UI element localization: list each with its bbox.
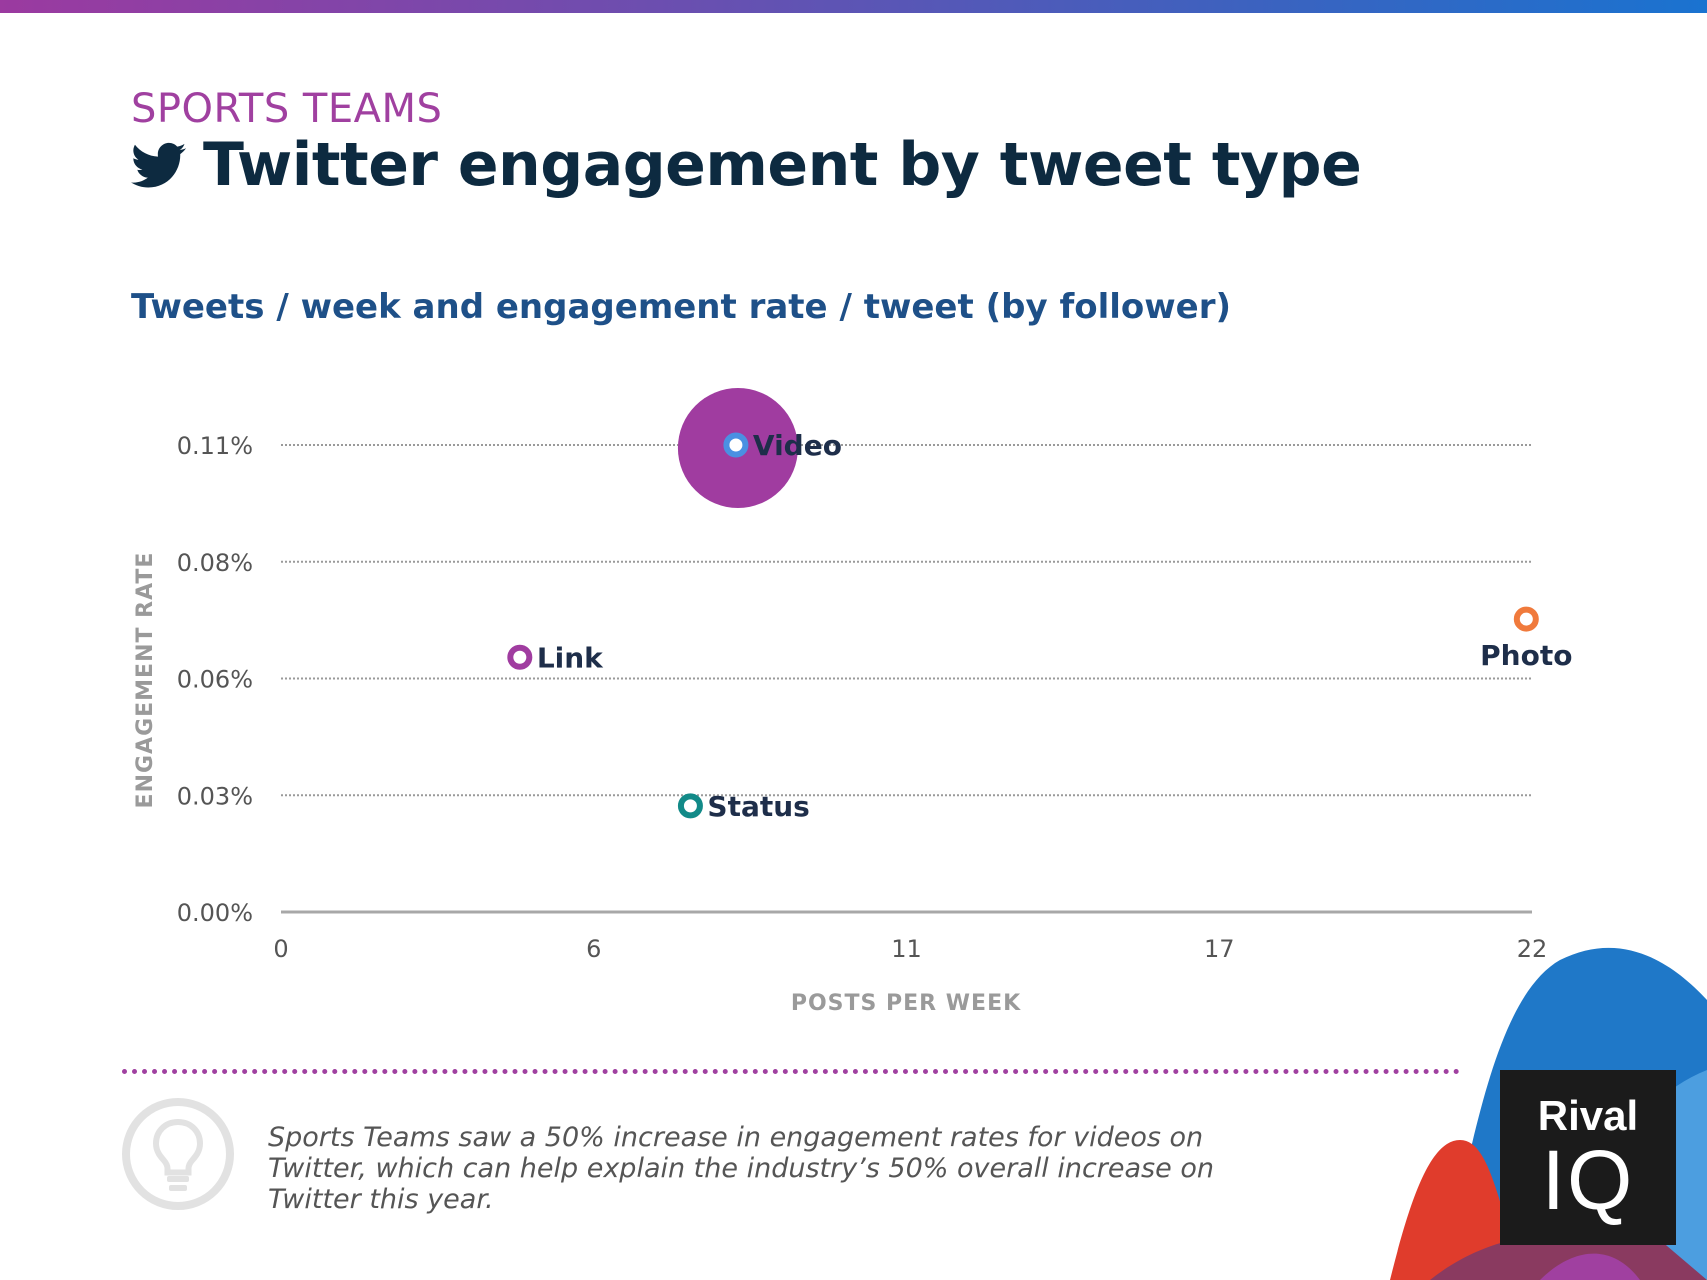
y-tick-label: 0.00% [177, 899, 253, 927]
point-status [677, 793, 703, 819]
y-tick-label: 0.06% [177, 666, 253, 694]
logo-text-rival: Rival [1537, 1092, 1639, 1139]
twitter-bird-icon [131, 142, 187, 188]
point-label-photo: Photo [1480, 639, 1572, 672]
page-title: Twitter engagement by tweet type [203, 130, 1362, 200]
top-gradient-bar [0, 0, 1707, 13]
category-kicker: SPORTS TEAMS [131, 86, 443, 132]
lightbulb-icon [122, 1098, 234, 1210]
chart-subtitle: Tweets / week and engagement rate / twee… [131, 287, 1232, 327]
point-label-video: Video [753, 429, 842, 462]
gridlines [281, 444, 1532, 914]
tick-labels: 0.00% 0.03% 0.06% 0.08% 0.11% 0 6 11 17 22 [177, 432, 1548, 963]
point-video [723, 432, 749, 458]
point-link [507, 644, 533, 670]
x-tick-label: 17 [1204, 935, 1235, 963]
x-tick-label: 22 [1517, 935, 1548, 963]
section-divider [122, 1069, 1460, 1074]
x-axis-label: POSTS PER WEEK [791, 991, 1021, 1016]
data-points: Video Photo Link Status [507, 388, 1572, 823]
scatter-chart: 0.00% 0.03% 0.06% 0.08% 0.11% 0 6 11 17 22 Video P… [133, 388, 1572, 1016]
point-label-link: Link [537, 641, 604, 674]
logo-text-iq: IQ [1541, 1133, 1635, 1227]
y-tick-label: 0.03% [177, 782, 253, 810]
y-axis-label: ENGAGEMENT RATE [133, 552, 158, 809]
x-tick-label: 6 [586, 935, 601, 963]
insight-text: Sports Teams saw a 50% increase in engag… [268, 1122, 1214, 1215]
point-label-status: Status [707, 790, 809, 823]
x-tick-label: 11 [891, 935, 922, 963]
x-tick-label: 0 [273, 935, 288, 963]
point-photo [1513, 606, 1539, 632]
rival-iq-logo: Rival IQ [1500, 1070, 1676, 1245]
y-tick-label: 0.11% [177, 432, 253, 460]
y-tick-label: 0.08% [177, 549, 253, 577]
